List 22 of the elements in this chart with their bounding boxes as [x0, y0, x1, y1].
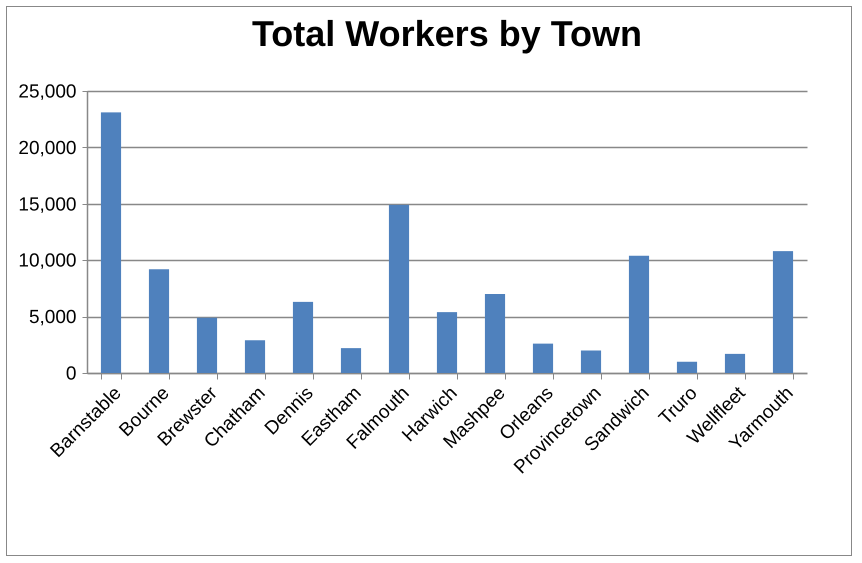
bar: [580, 350, 602, 373]
bar: [148, 269, 170, 373]
bar: [340, 348, 362, 373]
y-tick-label: 20,000: [18, 138, 76, 159]
y-tick-label: 0: [66, 364, 76, 384]
bar: [436, 312, 458, 373]
bar: [100, 112, 122, 373]
bar: [532, 344, 554, 373]
bar: [292, 302, 314, 373]
y-tick-label: 25,000: [18, 82, 76, 102]
y-tick-label: 10,000: [18, 250, 76, 272]
bar: [244, 340, 266, 373]
bar: [628, 256, 650, 373]
bar: [196, 318, 218, 373]
bar: [772, 251, 794, 373]
bar: [676, 362, 698, 373]
y-tick-label: 15,000: [18, 194, 76, 216]
bar: [484, 294, 506, 373]
bar: [388, 204, 410, 373]
chart-title: Total Workers by Town: [252, 13, 642, 54]
bar: [724, 354, 746, 373]
y-tick-label: 5,000: [28, 307, 76, 328]
